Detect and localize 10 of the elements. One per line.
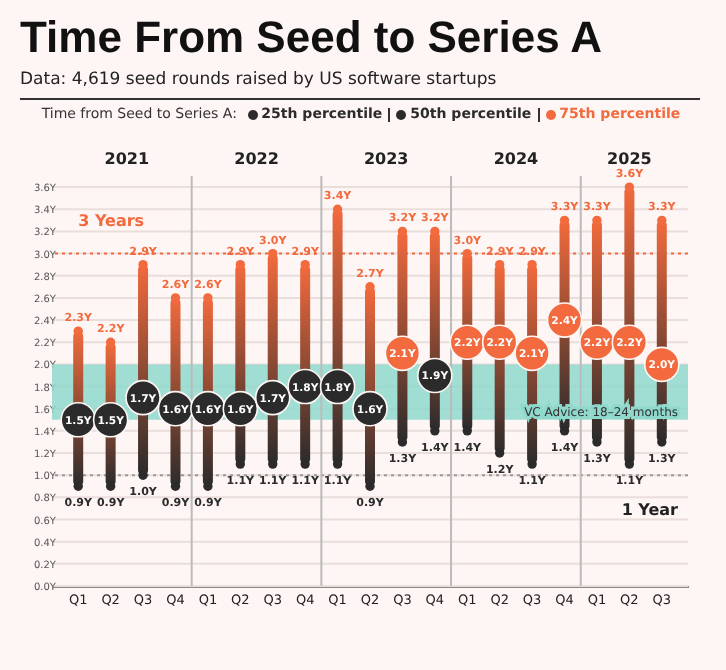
text: 2022 [234,150,279,168]
ref-line-label: 1 Year [621,501,679,520]
text: 2023 [363,150,409,168]
text: 2024 [493,150,540,168]
text: 2021 [104,150,150,168]
ref-line-label: 3 Years [78,211,145,230]
chart-title: Time From Seed to Series A [20,12,604,64]
text: 2025 [607,150,653,168]
chart-subtitle: Data: 4,619 seed rounds raised by US software startups [20,70,700,100]
point [105,481,116,491]
